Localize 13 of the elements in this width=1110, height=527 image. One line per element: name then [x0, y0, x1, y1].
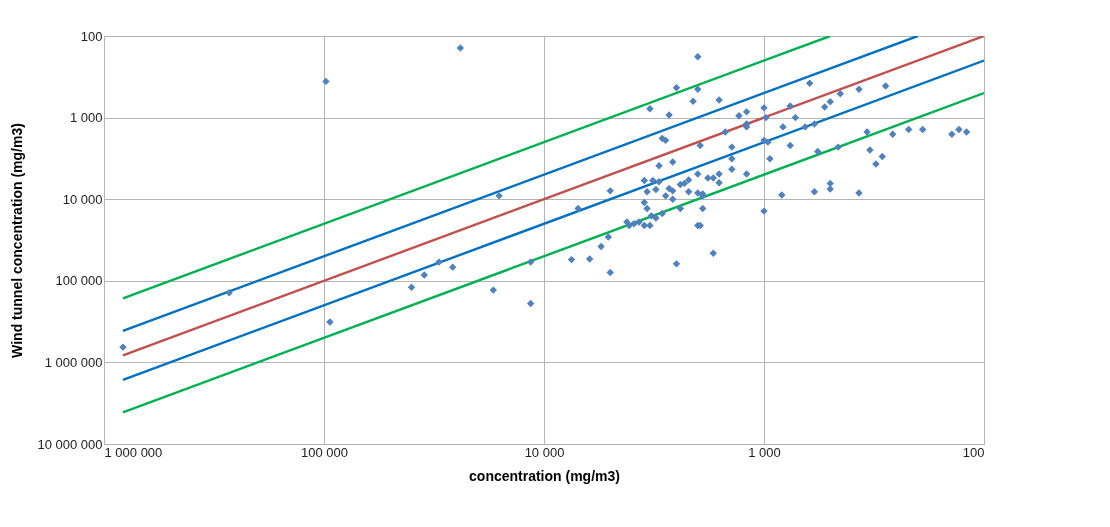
y-tick-label: 1 000 000: [44, 354, 103, 370]
y-tick-label: 10 000: [62, 191, 103, 207]
y-tick-label: 1 000: [69, 110, 103, 126]
y-axis-title: Wind tunnel concentration (mg/m3): [9, 123, 26, 358]
x-tick-label: 100 000: [301, 444, 348, 460]
x-tick-label: 1 000: [748, 444, 781, 460]
y-tick-label: 10 000 000: [37, 436, 103, 452]
y-tick-label: 100: [80, 28, 103, 44]
x-tick-label: 100: [962, 444, 985, 460]
x-tick-label: 1 000 000: [104, 444, 163, 460]
x-axis-title: concentration (mg/m3): [469, 467, 620, 484]
y-tick-label: 100 000: [55, 273, 103, 289]
x-tick-label: 10 000: [524, 444, 565, 460]
